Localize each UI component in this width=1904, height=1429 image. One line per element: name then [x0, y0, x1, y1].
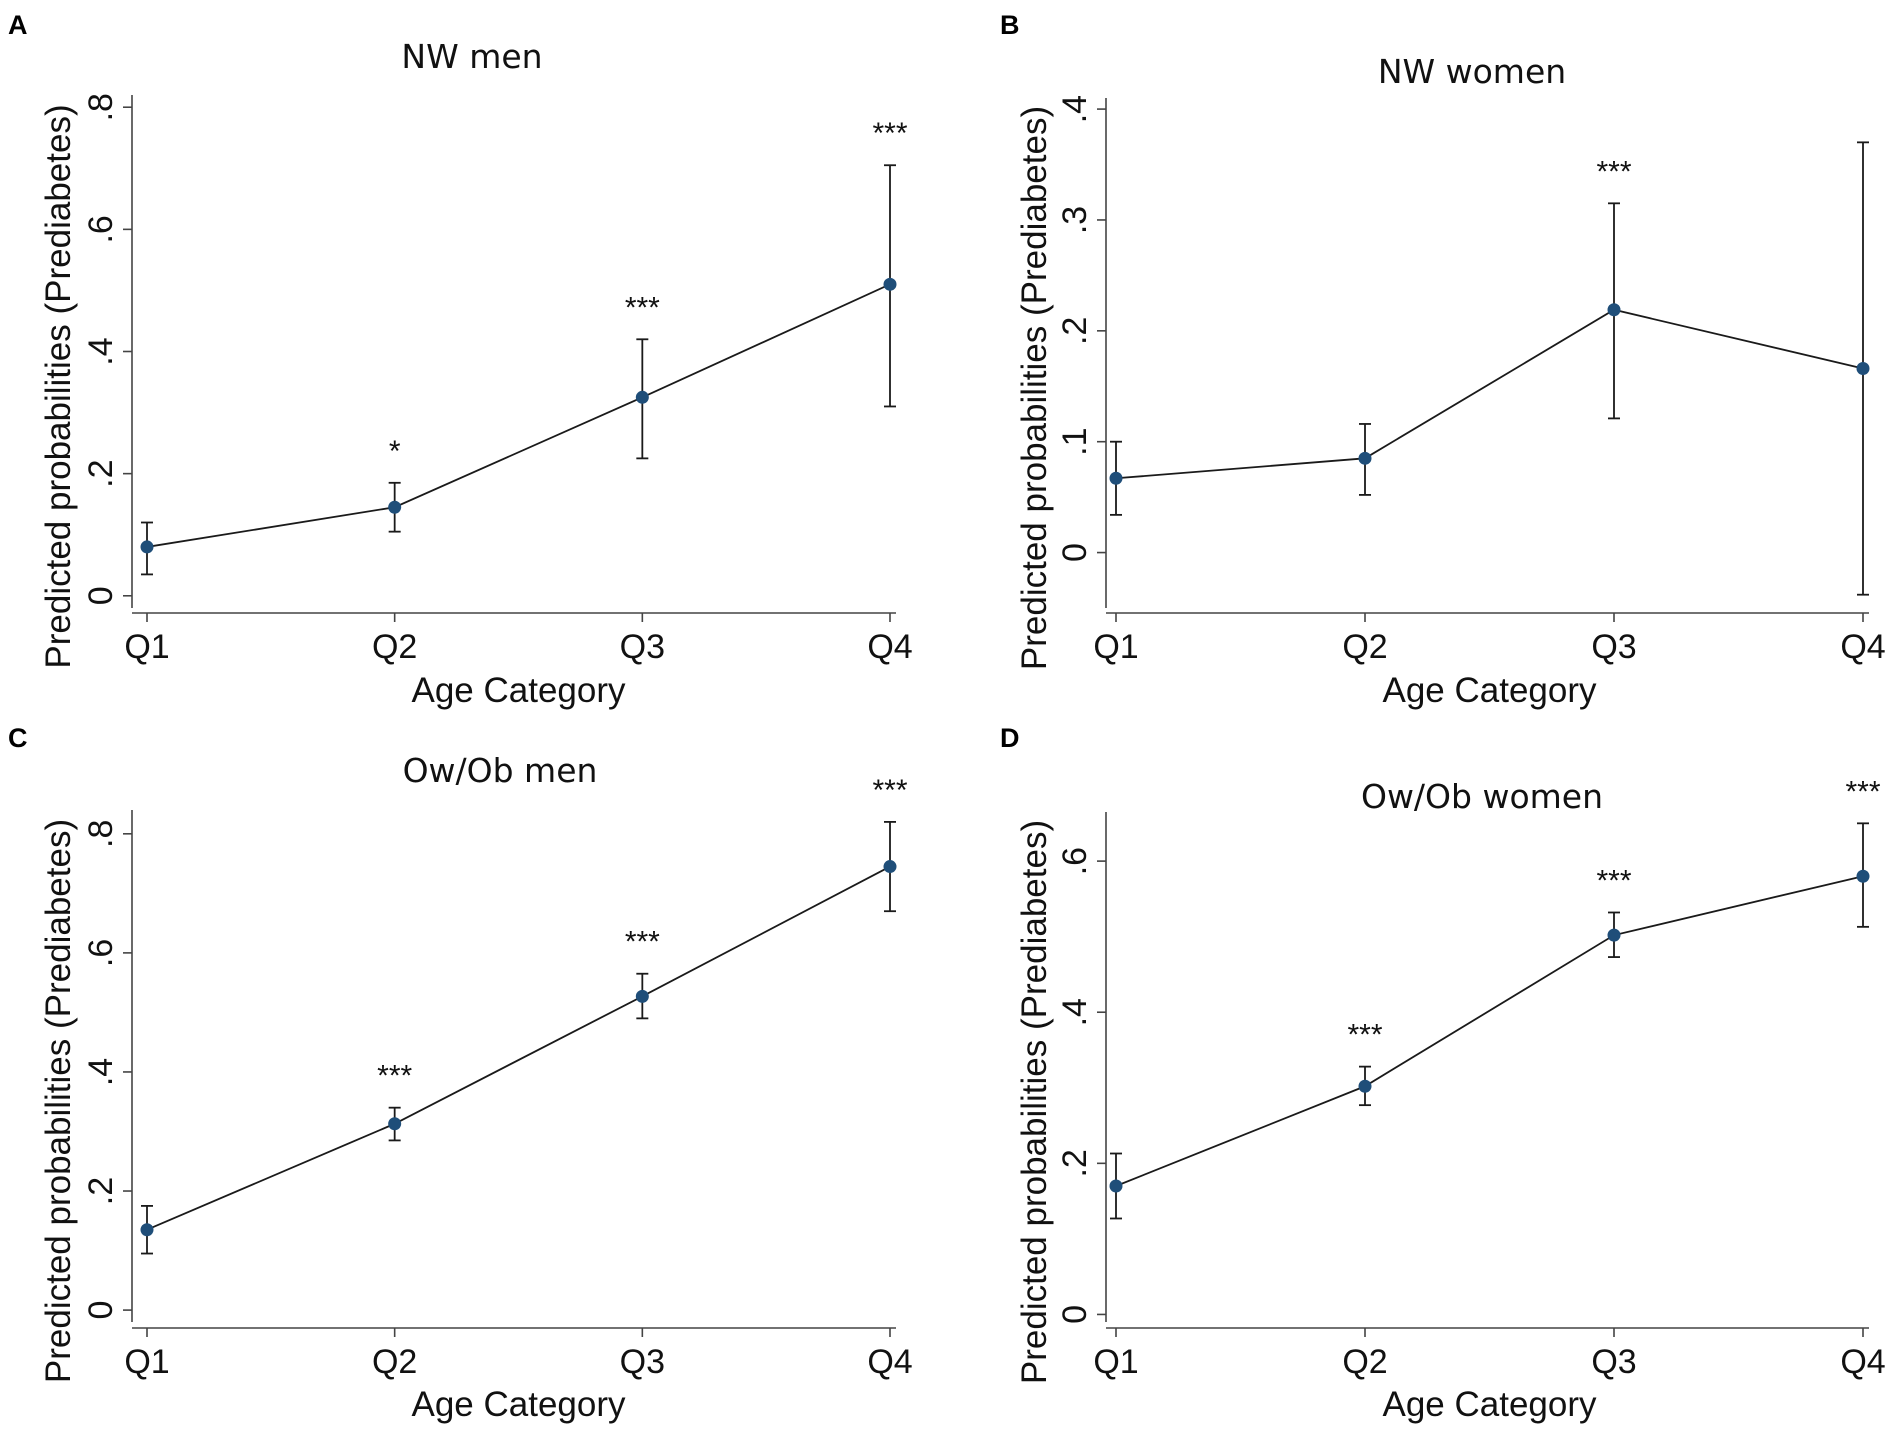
data-point [635, 390, 649, 404]
y-axis-title: Predicted probabilities (Prediabetes) [1015, 106, 1054, 670]
y-tick-label: .8 [82, 820, 120, 848]
x-axis-title: Age Category [411, 671, 626, 710]
y-tick-label: .2 [1056, 1149, 1094, 1177]
data-point [883, 860, 897, 874]
x-tick-label: Q4 [867, 628, 912, 666]
y-tick-label: 0 [1056, 543, 1094, 562]
y-axis-title: Predicted probabilities (Prediabetes) [39, 104, 78, 668]
data-point [1856, 362, 1870, 376]
data-point [388, 1117, 402, 1131]
y-tick-label: .3 [1056, 206, 1094, 234]
significance-label: *** [872, 774, 907, 807]
data-point [883, 277, 897, 291]
y-tick-label: .6 [82, 215, 120, 243]
y-tick-label: .2 [1056, 317, 1094, 345]
y-axis-title: Predicted probabilities (Prediabetes) [39, 819, 78, 1383]
significance-label: *** [1596, 864, 1631, 897]
data-point [140, 1223, 154, 1237]
y-tick-label: 0 [82, 586, 120, 605]
data-point [140, 540, 154, 554]
x-axis-title: Age Category [411, 1385, 626, 1424]
y-tick-label: 0 [82, 1301, 120, 1320]
significance-label: *** [625, 291, 660, 324]
y-tick-label: .2 [82, 1177, 120, 1205]
panel-a: A NW men 0 .2 .4 .6 .8 Q1 Q2 Q3 Q4 Age Category Pred… [8, 10, 913, 710]
y-tick-label: 0 [1056, 1305, 1094, 1324]
x-tick-label: Q3 [1591, 628, 1636, 666]
x-tick-label: Q2 [1342, 1343, 1387, 1381]
x-tick-label: Q1 [1093, 1343, 1138, 1381]
panel-letter: B [1000, 10, 1020, 40]
series-line [1115, 308, 1864, 480]
series-line [146, 865, 891, 1231]
x-tick-label: Q2 [372, 1343, 417, 1381]
data-point [1109, 471, 1123, 485]
y-tick-label: .4 [82, 1058, 120, 1086]
significance-label: *** [1347, 1019, 1382, 1052]
significance-label: * [389, 435, 401, 468]
x-tick-label: Q4 [1840, 628, 1885, 666]
significance-label: *** [1596, 155, 1631, 188]
chart-title: Ow/Ob women [1361, 777, 1603, 816]
x-tick-label: Q3 [1591, 1343, 1636, 1381]
series-line [1115, 875, 1864, 1187]
significance-label: *** [1845, 775, 1880, 808]
x-tick-label: Q1 [124, 628, 169, 666]
panel-d: D Ow/Ob women 0 .2 .4 .6 Q1 Q2 Q3 Q4 Age Category P… [1000, 723, 1886, 1424]
panel-b: B NW women 0 .1 .2 .3 .4 Q1 Q2 Q3 Q4 Age Category Pr… [1000, 10, 1886, 710]
x-tick-label: Q4 [867, 1343, 912, 1381]
x-tick-label: Q4 [1840, 1343, 1885, 1381]
panel-letter: A [8, 10, 28, 40]
significance-label: *** [872, 117, 907, 150]
panel-letter: C [8, 723, 28, 753]
y-tick-label: .2 [82, 459, 120, 487]
y-tick-label: .4 [1056, 998, 1094, 1026]
y-tick-label: .4 [82, 337, 120, 365]
x-tick-label: Q1 [1093, 628, 1138, 666]
x-tick-label: Q1 [124, 1343, 169, 1381]
data-point [388, 500, 402, 514]
data-point [1358, 1079, 1372, 1093]
x-tick-label: Q3 [620, 628, 665, 666]
panel-letter: D [1000, 723, 1020, 753]
y-tick-label: .4 [1056, 95, 1094, 123]
chart-title: NW men [401, 37, 542, 76]
data-point [1109, 1179, 1123, 1193]
series-line [146, 283, 891, 548]
panel-c: C Ow/Ob men 0 .2 .4 .6 .8 Q1 Q2 Q3 Q4 Age Category P… [8, 723, 913, 1424]
y-axis-title: Predicted probabilities (Prediabetes) [1015, 820, 1054, 1384]
y-tick-label: .1 [1056, 428, 1094, 456]
data-point [1607, 928, 1621, 942]
y-tick-label: .6 [82, 939, 120, 967]
x-tick-label: Q2 [372, 628, 417, 666]
chart-title: NW women [1378, 52, 1566, 91]
data-point [1358, 451, 1372, 465]
y-tick-label: .6 [1056, 847, 1094, 875]
significance-label: *** [625, 926, 660, 959]
data-point [1856, 869, 1870, 883]
data-point [1607, 303, 1621, 317]
x-axis-title: Age Category [1382, 1385, 1597, 1424]
y-tick-label: .8 [82, 93, 120, 121]
x-tick-label: Q2 [1342, 628, 1387, 666]
x-tick-label: Q3 [620, 1343, 665, 1381]
x-axis-title: Age Category [1382, 671, 1597, 710]
data-point [635, 989, 649, 1003]
significance-label: *** [377, 1060, 412, 1093]
chart-title: Ow/Ob men [403, 751, 598, 790]
